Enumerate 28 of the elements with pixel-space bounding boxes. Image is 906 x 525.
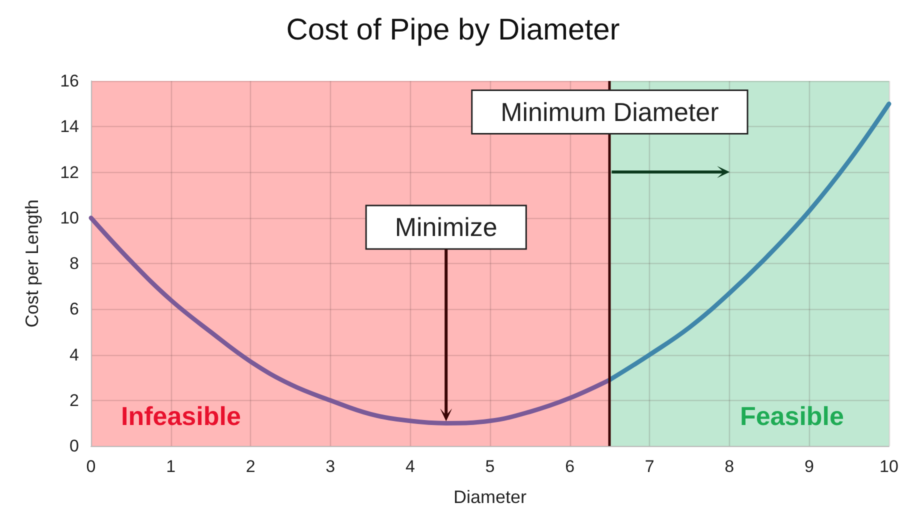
y-tick-label: 14 [60, 117, 79, 136]
x-tick-label: 4 [405, 457, 415, 476]
ref-line-label: Minimum Diameter [500, 97, 720, 127]
y-tick-label: 8 [70, 254, 79, 273]
y-tick-label: 10 [60, 208, 79, 228]
y-tick-label: 4 [70, 345, 79, 364]
line-series [607, 102, 892, 382]
x-tick-label: 10 [880, 457, 898, 476]
x-tick-label: 2 [246, 457, 256, 476]
y-tick-label: 2 [70, 390, 79, 410]
x-tick-label: 3 [326, 457, 336, 476]
chart-title: Cost of Pipe by Diameter [286, 14, 620, 46]
y-axis-title: Cost per Length [22, 199, 42, 328]
x-axis-title: Diameter [453, 487, 527, 507]
y-tick-label: 12 [60, 162, 79, 182]
x-tick-label: 5 [485, 457, 495, 476]
x-tick-label: 9 [804, 457, 814, 476]
x-tick-label: 6 [565, 457, 575, 476]
x-tick-label: 8 [724, 457, 734, 476]
band-label: Infeasible [121, 401, 241, 431]
y-tick-label: 0 [70, 436, 79, 456]
band-label: Feasible [740, 401, 844, 431]
y-tick-label: 16 [60, 72, 79, 90]
x-tick-label: 0 [86, 457, 96, 476]
x-tick-label: 7 [644, 457, 654, 476]
x-tick-label: 1 [166, 457, 176, 476]
y-tick-label: 6 [70, 300, 79, 319]
annotation: Minimize [394, 212, 498, 242]
